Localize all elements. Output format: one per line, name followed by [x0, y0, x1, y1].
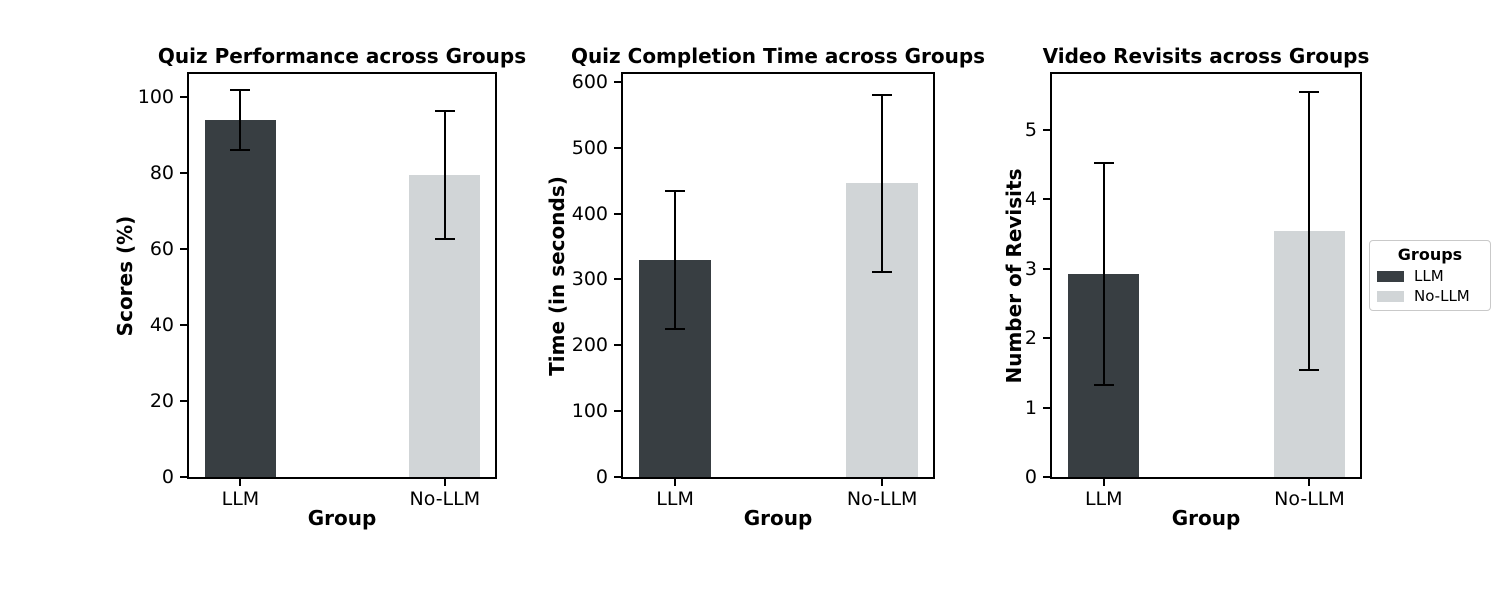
y-axis-tick — [614, 278, 621, 281]
legend-swatch-no-llm — [1377, 290, 1404, 302]
error-bar-cap-bottom — [872, 270, 893, 273]
y-axis-tick — [1043, 476, 1050, 478]
y-tick-label: 200 — [571, 334, 608, 357]
error-bar — [1308, 92, 1311, 370]
y-tick-label: 400 — [571, 202, 608, 225]
y-tick-label: 4 — [1024, 188, 1037, 211]
y-axis-tick — [180, 399, 187, 402]
y-tick-label: 1 — [1024, 396, 1037, 419]
x-axis-tick — [674, 479, 677, 486]
x-axis-tick — [443, 479, 446, 486]
chart-title: Quiz Completion Time across Groups — [570, 44, 986, 68]
y-axis-tick — [180, 247, 187, 250]
x-axis-tick — [881, 479, 884, 486]
y-axis-tick — [1043, 337, 1050, 340]
y-axis-tick — [180, 171, 187, 174]
error-bar-cap-bottom — [230, 149, 251, 152]
x-tick-label: No-LLM — [1274, 488, 1345, 510]
y-axis-tick — [614, 344, 621, 347]
x-tick-label: LLM — [1084, 488, 1123, 510]
plot-area: 0 1 2 3 4 5 LLM No-LLM — [1025, 72, 1362, 510]
x-tick-label: LLM — [656, 488, 694, 510]
error-bar-cap-top — [665, 189, 686, 192]
y-tick-label: 60 — [149, 237, 174, 260]
y-axis-tick — [614, 146, 621, 149]
error-bar-cap-top — [872, 94, 893, 97]
y-axis-tick — [1043, 406, 1050, 409]
y-tick-label: 80 — [149, 161, 174, 184]
y-axis-tick — [614, 80, 621, 83]
y-tick-label: 500 — [571, 136, 608, 159]
error-bar-cap-bottom — [665, 327, 686, 330]
x-axis-label: Group — [307, 506, 377, 530]
plot-area: 0 20 40 60 80 100 LLM No-LLM — [138, 72, 497, 510]
x-axis-tick — [1102, 479, 1105, 486]
x-tick-label: No-LLM — [846, 488, 918, 510]
error-bar-cap-bottom — [434, 237, 455, 240]
error-bar-cap-top — [1299, 91, 1320, 94]
legend-swatch-llm — [1377, 270, 1404, 282]
y-tick-label: 0 — [595, 466, 608, 488]
y-axis-tick — [614, 410, 621, 413]
legend: Groups LLM No-LLM — [1369, 240, 1491, 311]
error-bar — [443, 110, 446, 239]
y-axis-tick — [180, 95, 187, 98]
y-tick-label: 2 — [1024, 327, 1037, 350]
legend-item: LLM — [1377, 268, 1483, 284]
x-axis-tick — [239, 479, 242, 486]
y-axis-tick — [1043, 267, 1050, 270]
x-axis-tick — [1308, 479, 1311, 486]
legend-item-label: LLM — [1414, 267, 1444, 285]
y-axis-tick — [180, 323, 187, 326]
error-bar — [1102, 162, 1105, 386]
error-bar-cap-bottom — [1093, 384, 1114, 387]
y-tick-label: 0 — [161, 466, 174, 488]
error-bar — [239, 89, 242, 151]
y-tick-label: 5 — [1024, 118, 1037, 141]
y-tick-label: 100 — [137, 85, 174, 108]
chart-title: Quiz Performance across Groups — [157, 44, 527, 68]
legend-item: No-LLM — [1377, 288, 1483, 304]
error-bar — [674, 190, 677, 329]
legend-title: Groups — [1397, 245, 1463, 264]
x-axis-label: Group — [1171, 506, 1241, 530]
error-bar-cap-top — [230, 88, 251, 91]
y-tick-label: 3 — [1024, 257, 1037, 280]
y-tick-label: 300 — [571, 268, 608, 291]
error-bar — [881, 95, 884, 272]
bar-llm — [204, 120, 276, 477]
x-axis-label: Group — [743, 506, 813, 530]
x-tick-label: LLM — [221, 488, 260, 510]
y-axis-tick — [1043, 198, 1050, 201]
x-tick-label: No-LLM — [409, 488, 481, 510]
y-axis-tick — [180, 476, 187, 478]
y-axis-tick — [1043, 128, 1050, 131]
error-bar-cap-top — [1093, 161, 1114, 164]
y-tick-label: 20 — [149, 389, 174, 412]
y-tick-label: 0 — [1024, 466, 1037, 488]
y-tick-label: 40 — [149, 313, 174, 336]
chart-title: Video Revisits across Groups — [1042, 44, 1370, 68]
y-tick-label: 100 — [571, 400, 608, 423]
y-axis-tick — [614, 212, 621, 215]
legend-rows: LLM No-LLM — [1377, 268, 1483, 304]
legend-item-label: No-LLM — [1414, 287, 1470, 305]
y-axis-tick — [614, 476, 621, 478]
y-tick-label: 600 — [571, 70, 608, 93]
error-bar-cap-top — [434, 109, 455, 112]
error-bar-cap-bottom — [1299, 368, 1320, 371]
plot-area: 0 100 200 300 400 500 600 LLM No-LLM — [572, 71, 935, 510]
